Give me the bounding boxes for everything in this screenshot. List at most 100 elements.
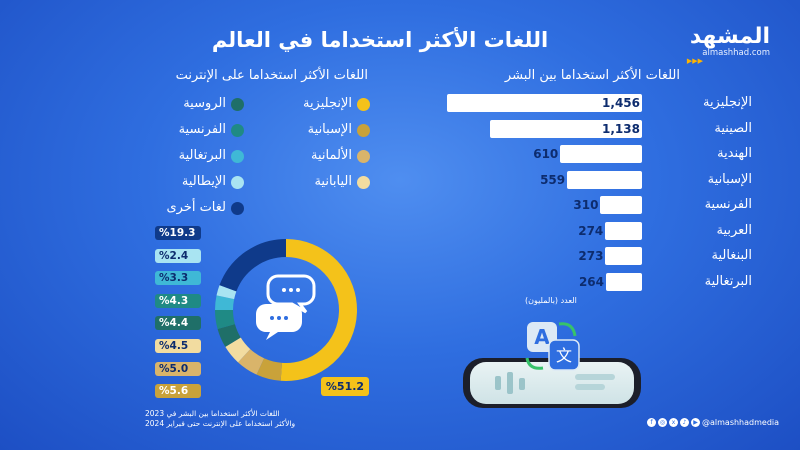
facebook-icon[interactable]: f xyxy=(647,418,656,427)
bar-value: 264 xyxy=(578,274,604,289)
bar-value: 274 xyxy=(578,223,604,238)
legend-item: الإنجليزية xyxy=(230,96,370,112)
legend-item: الإيطالية xyxy=(104,174,244,190)
donut-slice xyxy=(225,337,251,363)
legend-label: الإيطالية xyxy=(181,174,226,189)
bar-row: 273 xyxy=(578,247,642,265)
legend-label: الإسبانية xyxy=(307,122,352,137)
legend-label: الروسية xyxy=(183,96,226,111)
bar-label: الإسبانية xyxy=(707,171,752,187)
percent-pill: %2.4 xyxy=(155,248,201,263)
bar: 610 xyxy=(533,145,642,163)
percent-pill: %4.4 xyxy=(155,316,201,331)
legend-label: الألمانية xyxy=(311,148,352,163)
donut-slice xyxy=(217,323,241,347)
bar-value: 1,456 xyxy=(602,96,640,110)
legend-swatch xyxy=(231,176,244,189)
bar-row: 610 xyxy=(533,145,642,163)
bar: 274 xyxy=(578,221,642,240)
donut-slice xyxy=(215,295,235,311)
bar-row: 310 xyxy=(573,196,642,214)
percent-pill: %5.0 xyxy=(155,361,201,376)
svg-text:A: A xyxy=(534,325,550,349)
note-line-2: والأكثر استخداما على الإنترنت حتى فبراير… xyxy=(145,419,296,428)
bar-label: الصينية xyxy=(714,120,752,136)
legend-swatch xyxy=(357,150,370,163)
bar: 1,456 xyxy=(447,94,642,112)
bar-row: 264 xyxy=(579,272,642,291)
legend-item: اليابانية xyxy=(230,174,370,190)
bar-value: 559 xyxy=(540,172,566,187)
legend-swatch xyxy=(357,124,370,137)
speakers-heading: اللغات الأكثر استخداما بين البشر xyxy=(504,68,680,83)
bar-row: 559 xyxy=(540,170,642,189)
youtube-icon[interactable]: ▶ xyxy=(691,418,700,427)
percent-pill: %19.3 xyxy=(155,226,201,240)
bar-label: البرتغالية xyxy=(704,273,752,289)
phone-translate-illustration: A 文 xyxy=(463,322,641,408)
legend-item: الفرنسية xyxy=(104,122,244,138)
donut-slice xyxy=(219,239,287,292)
legend-label: البرتغالية xyxy=(178,148,226,163)
brand-arrows-icon: ▶▶▶ xyxy=(686,57,703,65)
legend-swatch xyxy=(231,124,244,137)
legend-swatch xyxy=(357,176,370,189)
legend-item: لغات أخرى xyxy=(104,200,244,216)
bar-value: 273 xyxy=(578,249,604,263)
social-handle: @almashhadmedia xyxy=(702,418,780,427)
bar: 1,138 xyxy=(489,119,642,138)
bar-row: 274 xyxy=(578,221,642,240)
source-note: اللغات الأكثر استخداما بين البشر في 2023… xyxy=(145,409,295,429)
legend-swatch xyxy=(231,202,244,215)
bar-row: 1,456 xyxy=(447,94,642,112)
bar-row: 1,138 xyxy=(489,119,642,138)
page-title: اللغات الأكثر استخداما في العالم xyxy=(211,28,549,52)
instagram-icon[interactable]: ◎ xyxy=(658,418,667,427)
chat-bubbles-icon xyxy=(256,274,316,340)
donut-slice xyxy=(238,348,265,375)
english-percent: %51.2 xyxy=(321,377,369,396)
bar-label: العربية xyxy=(716,222,752,238)
bar-value: 610 xyxy=(533,147,559,161)
bar: 264 xyxy=(579,272,642,291)
tiktok-icon[interactable]: ♪ xyxy=(680,418,689,427)
unit-note: العدد (بالمليون) xyxy=(525,296,577,305)
social-footer: f ◎ x ♪ ▶ @almashhadmedia xyxy=(647,418,779,427)
note-line-1: اللغات الأكثر استخداما بين البشر في 2023 xyxy=(145,409,280,418)
internet-heading: اللغات الأكثر استخداما على الإنترنت xyxy=(175,68,368,83)
percent-pill: %5.6 xyxy=(155,384,201,399)
svg-text:文: 文 xyxy=(556,346,572,365)
bar-label: الفرنسية xyxy=(704,197,752,212)
bar: 310 xyxy=(573,196,642,214)
legend-swatch xyxy=(231,150,244,163)
brand-url: almashhad.com xyxy=(702,48,770,58)
donut-slice xyxy=(256,358,283,381)
legend-swatch xyxy=(357,98,370,111)
internet-donut-chart xyxy=(215,239,357,381)
bar-label: الإنجليزية xyxy=(702,95,752,110)
bar-value: 310 xyxy=(573,198,599,212)
legend-item: الإسبانية xyxy=(230,122,370,138)
percent-pill: %4.3 xyxy=(155,293,201,308)
bar: 559 xyxy=(540,170,642,189)
bar: 273 xyxy=(578,247,642,265)
legend-label: اليابانية xyxy=(314,174,352,189)
bar-label: الهندية xyxy=(717,146,752,161)
legend-item: البرتغالية xyxy=(104,148,244,164)
x-icon[interactable]: x xyxy=(669,418,678,427)
donut-slice xyxy=(216,285,237,300)
brand-logo: المشهد xyxy=(689,24,770,49)
percent-pill: %3.3 xyxy=(155,271,201,286)
brand: المشهد almashhad.com ▶▶▶ xyxy=(687,24,770,65)
legend-label: الإنجليزية xyxy=(302,96,352,111)
legend-item: الروسية xyxy=(104,96,244,112)
legend-label: لغات أخرى xyxy=(166,200,226,215)
legend-label: الفرنسية xyxy=(178,122,226,137)
donut-slice xyxy=(215,309,235,329)
bar-value: 1,138 xyxy=(602,121,640,136)
percent-pill: %4.5 xyxy=(155,339,201,353)
translate-glyph-icon xyxy=(548,339,580,371)
donut-slice xyxy=(280,239,357,381)
bar-label: البنغالية xyxy=(711,248,752,263)
